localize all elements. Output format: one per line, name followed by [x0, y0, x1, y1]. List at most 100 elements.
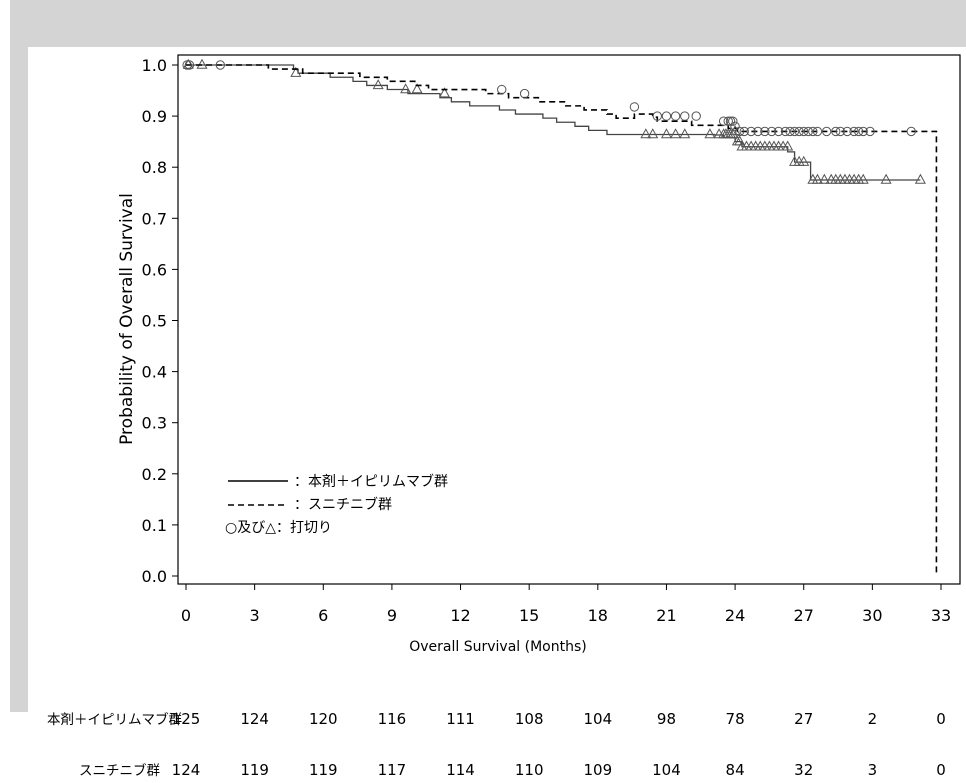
risk-value: 98 — [657, 710, 676, 728]
risk-value: 124 — [172, 761, 201, 779]
x-tick-label: 15 — [519, 606, 539, 625]
censor-marker-triangle — [640, 128, 652, 139]
y-tick-label: 0.3 — [142, 414, 167, 433]
risk-value: 125 — [172, 710, 201, 728]
legend: ：本剤＋イピリムマブ群 ：スニチニブ群 ○及び△：打切り — [225, 473, 448, 536]
y-tick-label: 1.0 — [142, 56, 167, 75]
x-tick-label: 21 — [656, 606, 676, 625]
y-tick-label: 0.8 — [142, 158, 167, 177]
y-tick-label: 0.9 — [142, 107, 167, 126]
risk-value: 0 — [936, 761, 946, 779]
censor-marker-circle — [497, 84, 507, 95]
risk-value: 108 — [515, 710, 544, 728]
y-tick-label: 0.1 — [142, 516, 167, 535]
risk-row-label-nivo-ipi: 本剤＋イピリムマブ群 — [47, 711, 182, 728]
censor-marker-circle — [215, 60, 226, 70]
censor-marker-triangle — [660, 128, 672, 139]
censor-marker-circle — [780, 126, 791, 137]
censor-marker-circle — [182, 60, 192, 70]
censor-marker-circle — [842, 126, 852, 137]
censor-marker-circle — [789, 126, 800, 137]
risk-value: 27 — [794, 710, 813, 728]
y-axis-label: Probability of Overall Survival — [117, 193, 137, 445]
censor-marker-triangle — [182, 58, 194, 69]
y-axis: 0.0 0.1 0.2 0.3 0.4 0.5 0.6 0.7 0.8 0.9 1.0 — [142, 56, 178, 586]
censor-marker-circle — [766, 126, 777, 137]
risk-value: 0 — [936, 710, 946, 728]
risk-value: 3 — [868, 761, 878, 779]
x-tick-label: 3 — [250, 606, 260, 625]
censor-marker-circle — [661, 111, 672, 121]
x-tick-label: 18 — [588, 606, 608, 625]
censor-marker-triangle — [411, 83, 423, 94]
censor-marker-triangle — [670, 128, 682, 139]
censor-marker-circle — [773, 126, 784, 137]
censor-marker-circle — [799, 126, 809, 137]
series-line-dashed — [186, 64, 938, 576]
x-tick-label: 30 — [862, 606, 882, 625]
risk-value: 114 — [446, 761, 475, 779]
censor-marker-circle — [760, 126, 770, 137]
y-tick-label: 0.6 — [142, 260, 167, 279]
left-frame-band — [10, 0, 28, 712]
censor-marker-circle — [519, 88, 530, 99]
censor-marker-circle — [858, 126, 868, 137]
risk-value: 84 — [726, 761, 745, 779]
risk-value: 116 — [378, 710, 407, 728]
censor-marker-triangle — [196, 58, 208, 69]
series-layer — [182, 58, 938, 576]
censor-marker-triangle — [880, 173, 892, 184]
censor-marker-circle — [629, 102, 640, 112]
risk-value: 2 — [868, 710, 878, 728]
risk-values: 125 124 120 116 111 108 104 98 78 27 2 0 124 119 119 11… — [172, 710, 946, 779]
censor-marker-circle — [723, 116, 733, 126]
risk-value: 32 — [794, 761, 813, 779]
y-tick-label: 0.0 — [142, 567, 167, 586]
risk-value: 119 — [240, 761, 269, 779]
censor-marker-circle — [835, 126, 846, 137]
censor-marker-circle — [734, 126, 745, 137]
risk-value: 117 — [378, 761, 407, 779]
legend-label-dashed: ：スニチニブ群 — [294, 496, 392, 513]
censor-marker-triangle — [782, 140, 794, 151]
risk-value: 124 — [240, 710, 269, 728]
x-tick-label: 33 — [931, 606, 951, 625]
chart-panel — [28, 47, 966, 712]
censor-marker-circle — [865, 126, 875, 137]
censor-marker-triangle — [811, 173, 823, 184]
censor-marker-circle — [739, 126, 749, 137]
censor-marker-circle — [794, 126, 804, 137]
x-tick-label: 27 — [794, 606, 814, 625]
top-frame-band — [10, 0, 966, 47]
censor-marker-circle — [821, 126, 832, 137]
censor-marker-circle — [906, 126, 916, 137]
censor-marker-triangle — [679, 128, 691, 139]
censor-marker-circle — [184, 60, 195, 70]
censor-marker-circle — [691, 111, 701, 121]
x-tick-label: 0 — [181, 606, 191, 625]
censor-marker-triangle — [798, 155, 810, 166]
risk-value: 104 — [583, 710, 612, 728]
censor-marker-circle — [808, 126, 818, 137]
censor-marker-triangle — [290, 66, 302, 77]
x-tick-label: 9 — [387, 606, 397, 625]
risk-value: 110 — [515, 761, 544, 779]
censor-marker-triangle — [818, 173, 830, 184]
censor-marker-circle — [680, 111, 690, 121]
x-tick-label: 6 — [318, 606, 328, 625]
risk-value: 119 — [309, 761, 338, 779]
x-axis-label: Overall Survival (Months) — [409, 639, 586, 655]
censor-marker-circle — [753, 126, 763, 137]
risk-value: 104 — [652, 761, 681, 779]
censor-marker-circle — [803, 126, 814, 137]
censor-marker-circle — [785, 126, 795, 137]
plot-frame — [177, 54, 961, 585]
censor-marker-triangle — [727, 128, 739, 139]
censor-marker-triangle — [704, 128, 716, 139]
censor-marker-triangle — [857, 173, 869, 184]
legend-label-solid: ：本剤＋イピリムマブ群 — [294, 473, 448, 490]
x-tick-label: 12 — [450, 606, 470, 625]
risk-value: 109 — [583, 761, 612, 779]
censor-marker-circle — [853, 126, 864, 137]
x-tick-label: 24 — [725, 606, 745, 625]
